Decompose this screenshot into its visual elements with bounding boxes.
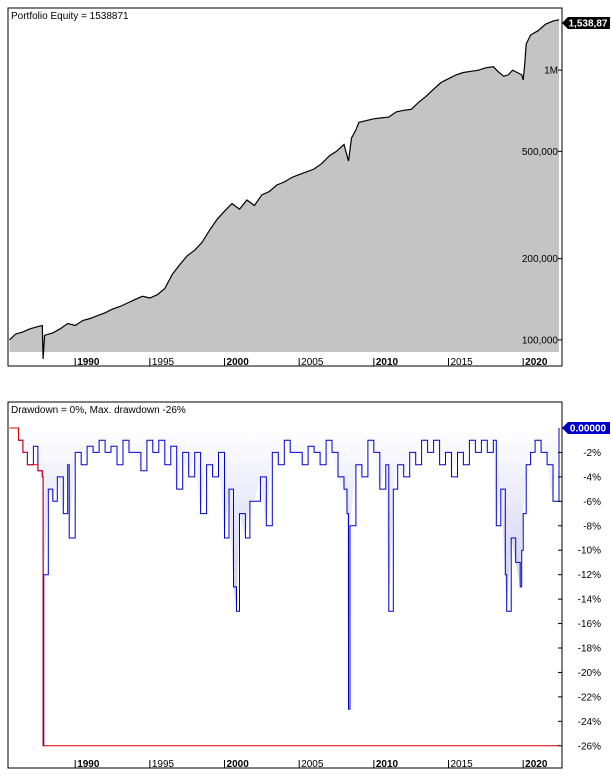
equity-y-tick-label: 100,000	[522, 335, 559, 346]
drawdown-chart-svg: -2% -4% -6% -8% -10% -12% -14% -16% -18% -20% -22%…	[7, 401, 610, 770]
drawdown-value-label: 0.00000	[570, 424, 607, 435]
drawdown-x-tick-label: 2005	[301, 759, 324, 770]
drawdown-value-badge-shape	[562, 422, 610, 434]
drawdown-y-tick-label: -4%	[583, 472, 601, 483]
equity-value-badge-shape	[562, 17, 610, 29]
equity-chart-svg: 1M 500,000 200,000 100,000 1990 1995 2000 2005 2…	[7, 7, 610, 368]
equity-x-tick-label: 1990	[77, 357, 100, 368]
equity-layer: 1M 500,000 200,000 100,000 1990 1995 2000 2005 2…	[9, 19, 562, 368]
equity-x-tick-label: 2010	[376, 357, 399, 368]
drawdown-x-tick-label: 2000	[227, 759, 250, 770]
equity-area-fill	[9, 19, 559, 359]
equity-value-badge: 1,538,87	[562, 17, 610, 30]
drawdown-y-tick-label: -20%	[578, 668, 601, 679]
drawdown-y-tick-label: -22%	[578, 692, 601, 703]
drawdown-y-tick-label: -24%	[578, 717, 601, 728]
drawdown-y-tick-label: -2%	[583, 448, 601, 459]
drawdown-y-tick-label: -10%	[578, 546, 601, 557]
drawdown-plot-frame	[7, 401, 563, 769]
equity-y-tick-label: 1M	[544, 66, 558, 77]
equity-x-tick-label: 2015	[451, 357, 474, 368]
drawdown-y-tick-label: -18%	[578, 644, 601, 655]
equity-y-tick-label: 200,000	[522, 254, 559, 265]
drawdown-y-tick-label: -14%	[578, 595, 601, 606]
drawdown-x-tick-label: 2010	[376, 759, 399, 770]
equity-x-tick-label: 2000	[227, 357, 250, 368]
equity-series-line	[9, 19, 560, 359]
drawdown-y-tick-label: -16%	[578, 619, 601, 630]
max-drawdown-line	[9, 427, 559, 747]
drawdown-value-badge: 0.00000	[562, 422, 610, 435]
equity-chart-panel: 1M 500,000 200,000 100,000 1990 1995 2000 2005 2…	[0, 0, 612, 372]
drawdown-x-tick-label: 1995	[152, 759, 175, 770]
drawdown-chart-title: Drawdown = 0%, Max. drawdown -26%	[11, 405, 186, 416]
drawdown-series-line	[9, 427, 560, 747]
equity-x-tick-label: 2005	[301, 357, 324, 368]
drawdown-y-tick-label: -12%	[578, 570, 601, 581]
equity-x-tick-label: 2020	[525, 357, 548, 368]
drawdown-x-tick-label: 2015	[451, 759, 474, 770]
drawdown-x-tick-label: 1990	[77, 759, 100, 770]
drawdown-chart-panel: -2% -4% -6% -8% -10% -12% -14% -16% -18% -20% -22%…	[0, 394, 612, 776]
equity-y-tick-label: 500,000	[522, 147, 559, 158]
drawdown-area-fill	[9, 428, 559, 746]
drawdown-x-tick-label: 2020	[525, 759, 548, 770]
equity-x-tick-label: 1995	[152, 357, 175, 368]
drawdown-layer: -2% -4% -6% -8% -10% -12% -14% -16% -18% -20% -22%…	[9, 427, 601, 770]
equity-value-label: 1,538,87	[569, 19, 608, 30]
equity-chart-title: Portfolio Equity = 1538871	[11, 11, 129, 22]
drawdown-y-tick-label: -6%	[583, 497, 601, 508]
drawdown-y-tick-label: -8%	[583, 521, 601, 532]
drawdown-y-tick-label: -26%	[578, 741, 601, 752]
